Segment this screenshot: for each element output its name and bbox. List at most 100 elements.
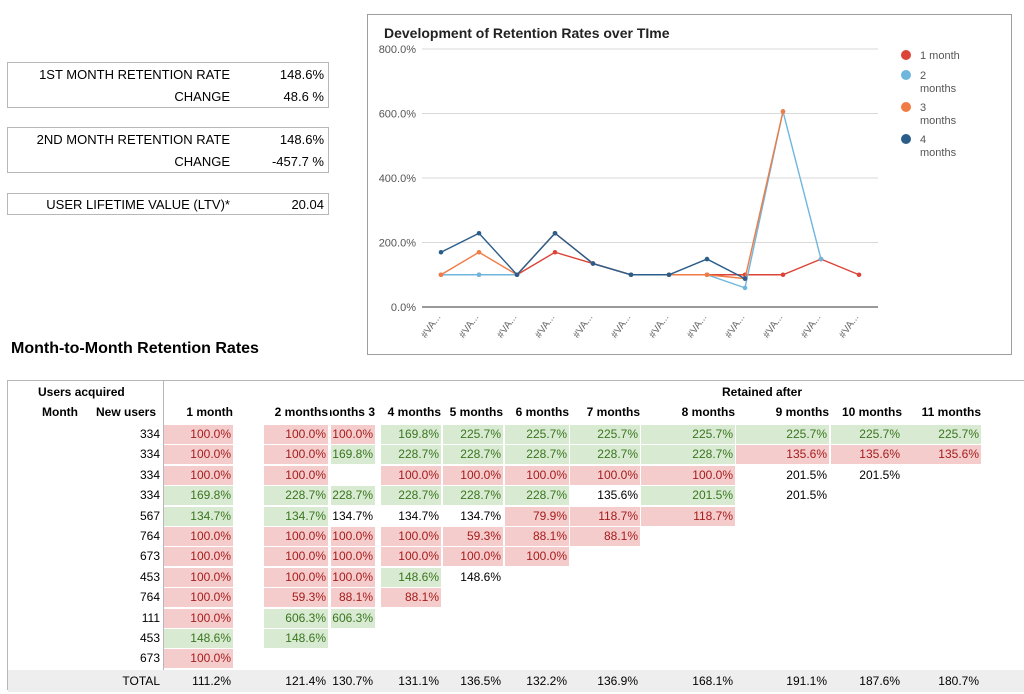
- retention-cell: 118.7%: [641, 506, 735, 526]
- retention-cell: 201.5%: [641, 486, 735, 506]
- retention-cell: 59.3%: [443, 527, 503, 546]
- retention-cell: 228.7%: [641, 445, 735, 465]
- kpi-label: CHANGE: [174, 154, 230, 169]
- legend-marker: [901, 134, 911, 144]
- new-users-value: 334: [139, 427, 160, 441]
- retention-cell: 135.6%: [902, 445, 981, 465]
- retention-cell: 100.0%: [505, 547, 569, 567]
- retention-cell: 100.0%: [331, 425, 375, 444]
- kpi-label: 2ND MONTH RETENTION RATE: [36, 132, 230, 147]
- retention-cell: 148.6%: [164, 629, 233, 648]
- data-point: [438, 272, 444, 278]
- retention-cell: 100.0%: [164, 567, 233, 587]
- legend-marker: [901, 70, 911, 80]
- retention-cell: 100.0%: [164, 649, 233, 669]
- retention-cell: 100.0%: [264, 567, 328, 587]
- header-retention-month: 9 months: [775, 405, 829, 419]
- header-retention-month: 1 month: [186, 405, 233, 419]
- kpi-box-second-month: 2ND MONTH RETENTION RATE 148.6% CHANGE -…: [7, 127, 329, 173]
- retention-cell: 100.0%: [164, 445, 233, 465]
- legend-label: 4: [920, 134, 926, 146]
- total-value: 136.5%: [460, 673, 501, 688]
- new-users-value: 334: [139, 488, 160, 503]
- retention-cell: 88.1%: [381, 588, 441, 608]
- total-label: TOTAL: [122, 673, 160, 688]
- header-users-acquired: Users acquired: [38, 385, 125, 399]
- retention-table[interactable]: Users acquired Retained after Month New use…: [7, 380, 1024, 692]
- retention-cell: 100.0%: [381, 547, 441, 567]
- retention-cell: 100.0%: [443, 465, 503, 485]
- data-point: [476, 230, 482, 236]
- chart-plot: 0.0% 200.0% 400.0% 600.0% 800.0% #VA... #VA...…: [379, 44, 960, 340]
- retention-cell: 100.0%: [443, 547, 503, 567]
- total-value: 187.6%: [859, 673, 900, 688]
- retention-cell: 134.7%: [332, 508, 373, 523]
- kpi-label: USER LIFETIME VALUE (LTV)*: [46, 197, 230, 212]
- retention-cell: 100.0%: [164, 608, 233, 628]
- total-value: 130.7%: [332, 673, 373, 688]
- retention-cell: 228.7%: [443, 445, 503, 465]
- header-retention-month: 3 months: [330, 405, 375, 419]
- header-retention-month: 8 months: [681, 405, 735, 419]
- retention-cell: 118.7%: [570, 506, 640, 526]
- total-value: 131.1%: [398, 673, 439, 688]
- retention-cell: 88.1%: [570, 527, 640, 546]
- retention-cell: 100.0%: [641, 465, 735, 485]
- x-tick-label: #VA...: [837, 312, 861, 340]
- data-point: [476, 272, 482, 278]
- retention-chart[interactable]: Development of Retention Rates over TIme…: [367, 14, 1012, 355]
- header-retained-after: Retained after: [722, 385, 803, 399]
- series-line-3: [440, 111, 784, 280]
- legend-label: 3: [920, 102, 926, 114]
- retention-cell: 100.0%: [164, 425, 233, 444]
- retention-cell: 228.7%: [505, 486, 569, 506]
- retention-cell: 100.0%: [570, 465, 640, 485]
- retention-cell: 148.6%: [264, 629, 328, 648]
- retention-cell: 134.7%: [398, 508, 439, 523]
- y-tick-label: 200.0%: [379, 238, 417, 250]
- retention-cell: 134.7%: [460, 508, 501, 523]
- kpi-value: -457.7 %: [271, 154, 324, 169]
- data-point: [856, 272, 862, 278]
- legend-label: 1 month: [920, 50, 960, 62]
- data-point: [476, 249, 482, 255]
- data-point: [666, 272, 672, 278]
- retention-cell: 225.7%: [641, 425, 735, 444]
- total-value: 132.2%: [526, 673, 567, 688]
- retention-cell: 225.7%: [902, 425, 981, 444]
- kpi-label: 1ST MONTH RETENTION RATE: [39, 67, 230, 82]
- kpi-row: CHANGE -457.7 %: [8, 151, 328, 173]
- x-tick-label: #VA...: [419, 312, 443, 340]
- retention-cell: 228.7%: [264, 486, 328, 506]
- retention-cell: 169.8%: [164, 486, 233, 506]
- retention-cell: 100.0%: [381, 527, 441, 546]
- total-value: 111.2%: [192, 673, 231, 688]
- data-point: [552, 230, 558, 236]
- y-tick-label: 600.0%: [379, 109, 417, 121]
- total-value: 180.7%: [938, 673, 979, 688]
- retention-cell: 88.1%: [505, 527, 569, 546]
- retention-cell: 100.0%: [505, 465, 569, 485]
- retention-cell: 148.6%: [460, 569, 501, 584]
- y-tick-label: 0.0%: [391, 302, 416, 314]
- y-tick-label: 400.0%: [379, 173, 417, 185]
- data-point: [514, 272, 520, 278]
- new-users-value: 334: [139, 447, 160, 462]
- x-tick-label: #VA...: [571, 312, 595, 340]
- retention-cell: 100.0%: [164, 547, 233, 567]
- retention-cell: 225.7%: [443, 425, 503, 444]
- retention-cell: 228.7%: [570, 445, 640, 465]
- series-line-2: [441, 111, 822, 289]
- retention-cell: 100.0%: [331, 567, 375, 587]
- x-tick-label: #VA...: [761, 312, 785, 340]
- x-tick-label: #VA...: [723, 312, 747, 340]
- header-retention-month: 7 months: [586, 405, 640, 419]
- y-tick-label: 800.0%: [379, 44, 417, 56]
- retention-cell: 135.6%: [597, 488, 638, 503]
- header-retention-month: 2 months: [274, 405, 328, 419]
- data-point: [438, 249, 444, 255]
- retention-cell: 135.6%: [736, 445, 829, 465]
- retention-cell: 225.7%: [505, 425, 569, 444]
- retention-cell: 169.8%: [381, 425, 441, 444]
- data-point: [704, 272, 710, 278]
